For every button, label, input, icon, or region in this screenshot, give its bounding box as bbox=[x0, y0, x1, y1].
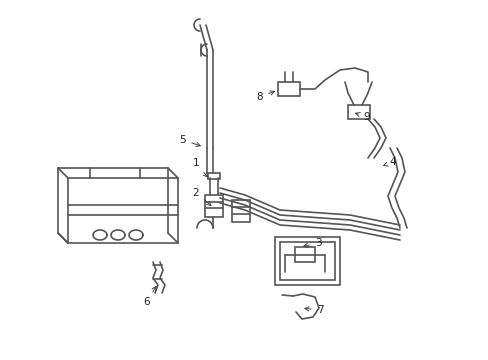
Text: 2: 2 bbox=[192, 188, 211, 206]
Text: 4: 4 bbox=[383, 157, 395, 167]
Bar bbox=[231, 200, 249, 222]
Text: 3: 3 bbox=[303, 238, 321, 248]
Bar bbox=[278, 82, 299, 96]
Bar bbox=[347, 105, 369, 119]
Bar bbox=[280, 242, 334, 280]
Bar bbox=[274, 237, 339, 285]
Bar bbox=[204, 195, 223, 217]
Bar bbox=[207, 173, 220, 179]
Text: 6: 6 bbox=[143, 286, 156, 307]
Text: 8: 8 bbox=[256, 91, 274, 102]
Text: 7: 7 bbox=[304, 305, 323, 315]
Bar bbox=[294, 247, 314, 262]
Bar bbox=[68, 178, 178, 243]
Text: 1: 1 bbox=[192, 158, 207, 177]
Text: 5: 5 bbox=[179, 135, 200, 147]
Text: 9: 9 bbox=[355, 112, 369, 122]
